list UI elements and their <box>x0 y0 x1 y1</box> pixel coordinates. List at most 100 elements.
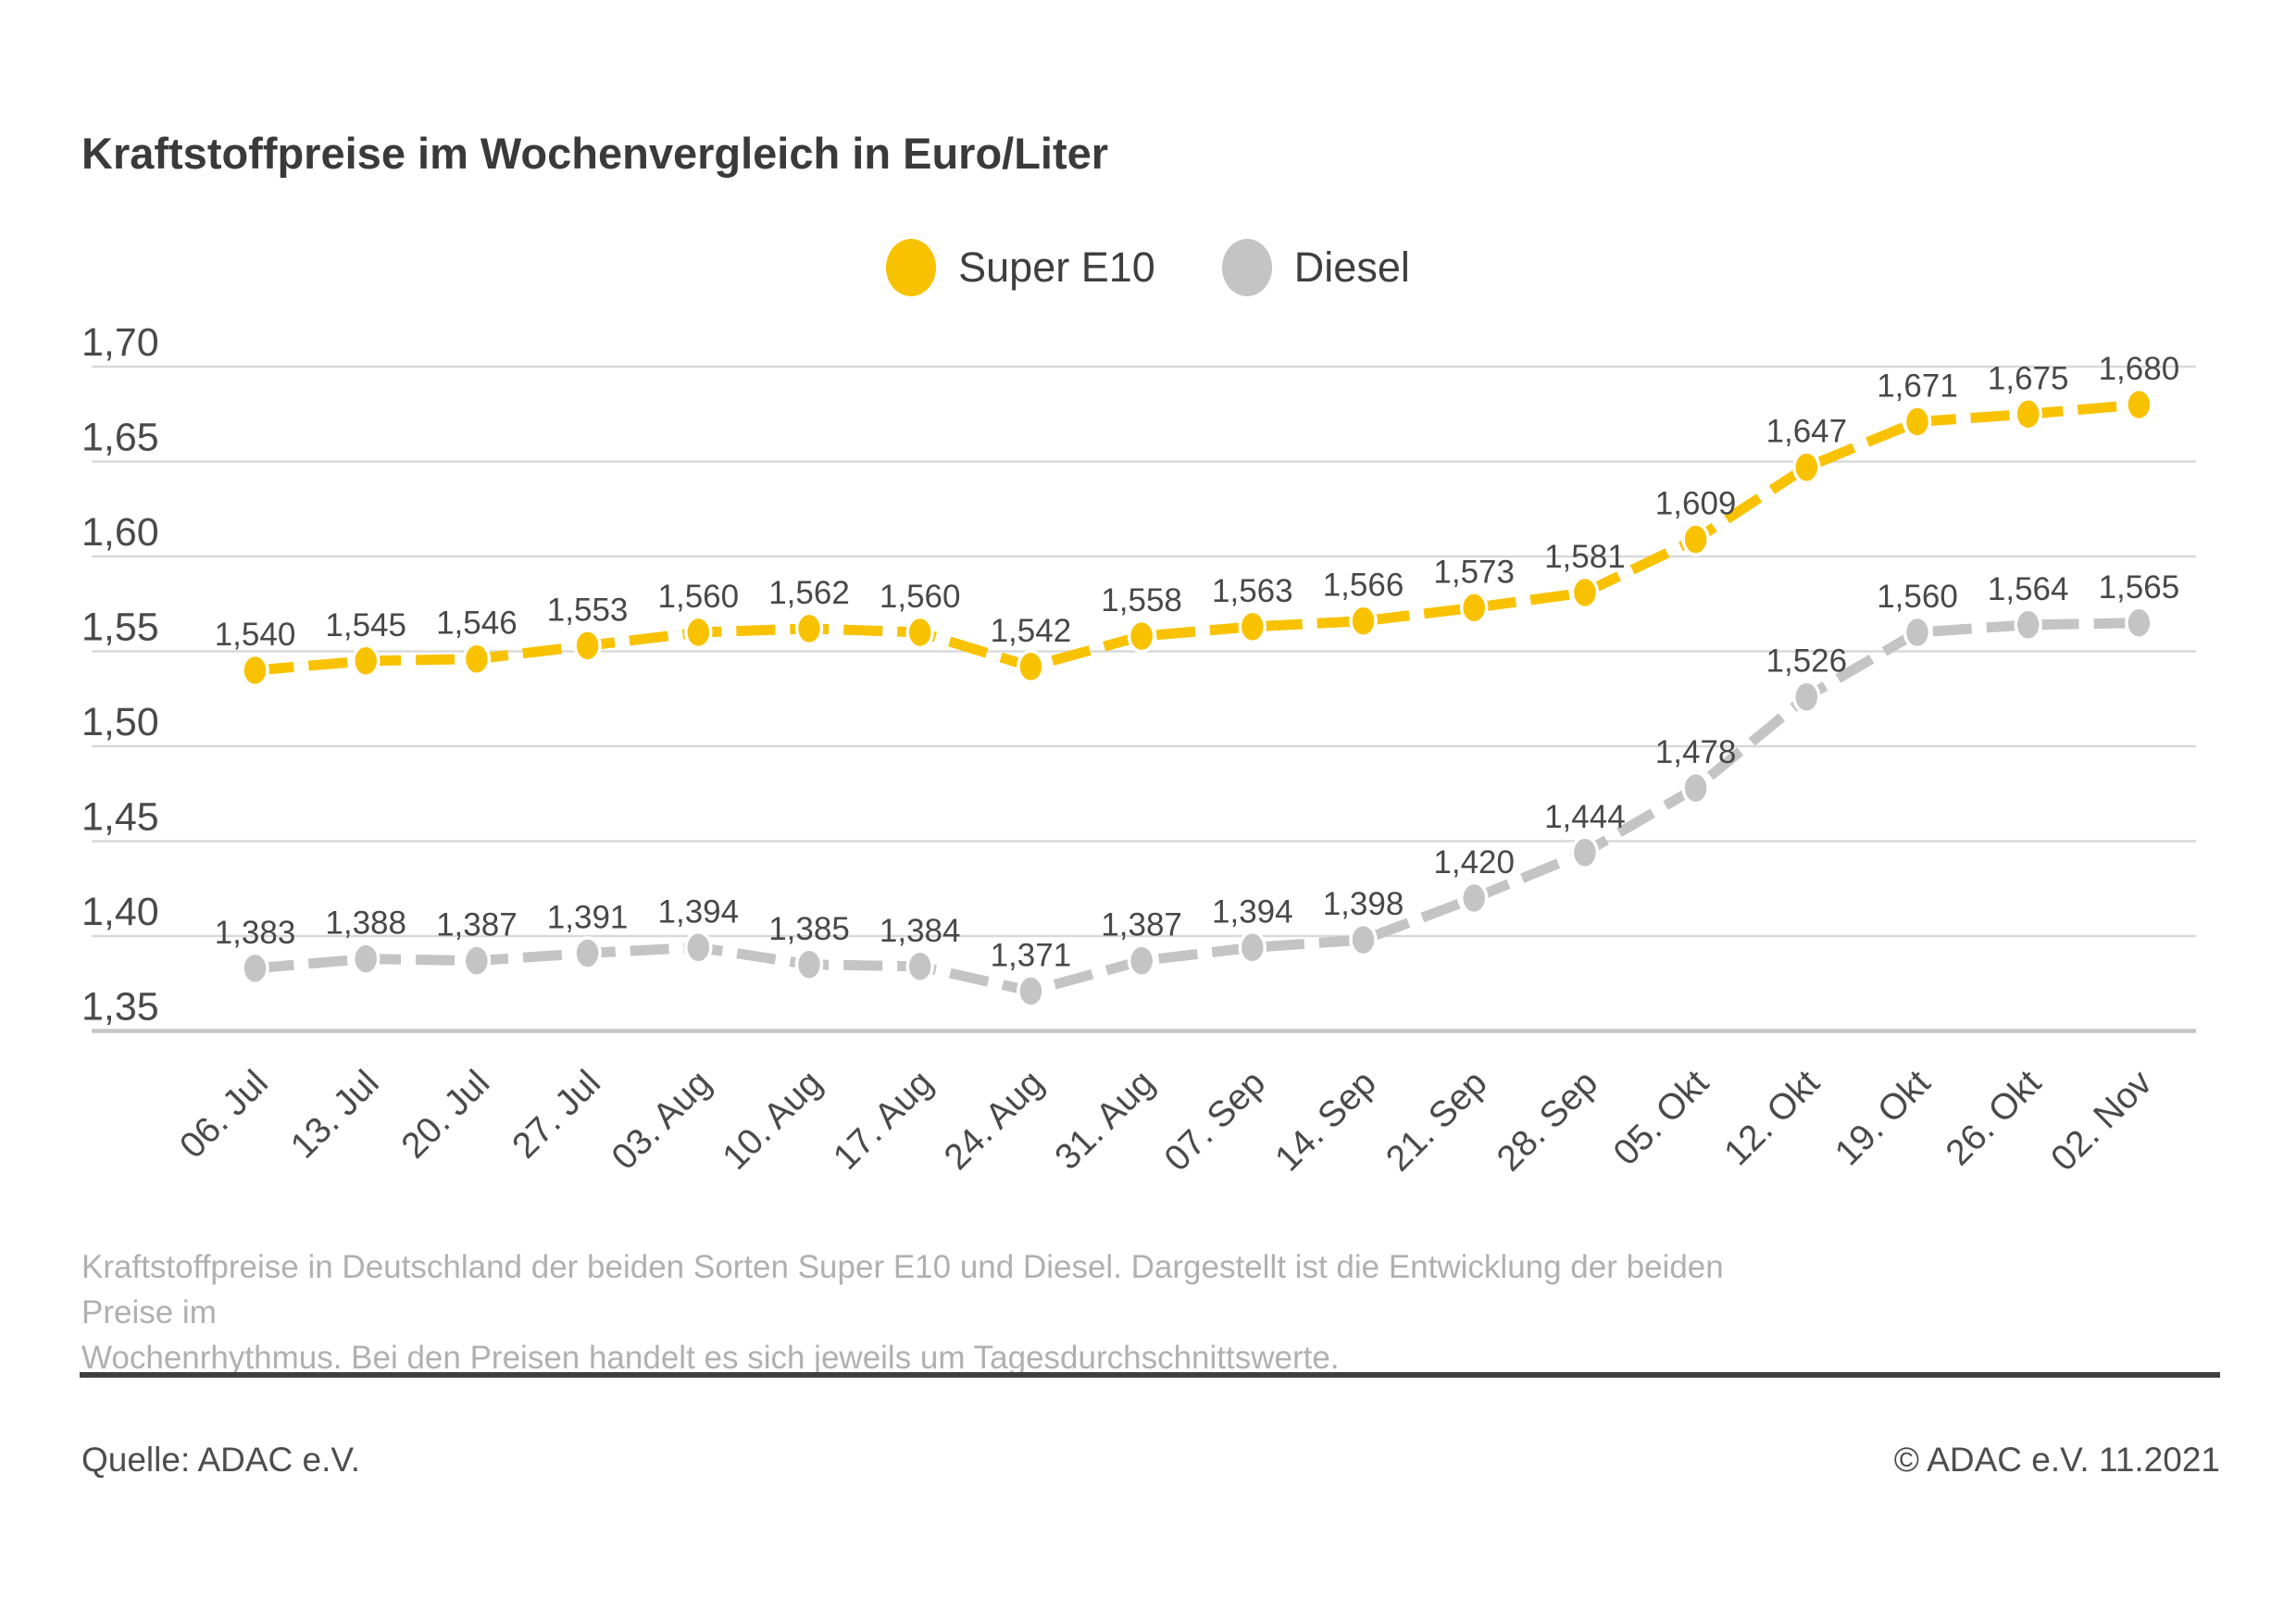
data-point-marker <box>573 936 602 970</box>
y-tick-label: 1,50 <box>81 700 159 744</box>
x-tick-label: 07. Sep <box>1157 1063 1273 1179</box>
y-tick-label: 1,70 <box>81 320 159 365</box>
data-point-marker <box>1459 880 1489 916</box>
data-point-label: 1,564 <box>1988 571 2069 607</box>
data-point-label: 1,540 <box>215 617 296 653</box>
page-title: Kraftstoffpreise im Wochenvergleich in E… <box>81 129 1109 178</box>
y-tick-label: 1,40 <box>81 890 159 934</box>
data-point-label: 1,388 <box>325 905 406 942</box>
x-tick-label: 02. Nov <box>2043 1063 2160 1180</box>
data-point-label: 1,371 <box>991 937 1072 973</box>
data-point-label: 1,526 <box>1766 643 1848 680</box>
data-point-marker <box>1681 522 1710 556</box>
data-point-marker <box>1349 604 1378 638</box>
data-point-marker <box>684 615 713 650</box>
data-point-marker <box>794 947 824 981</box>
data-point-label: 1,581 <box>1544 539 1626 575</box>
x-tick-label: 12. Okt <box>1716 1063 1827 1173</box>
y-tick-label: 1,65 <box>81 416 159 460</box>
data-point-marker <box>462 943 492 978</box>
data-point-marker <box>1127 618 1156 654</box>
data-point-marker <box>905 949 934 984</box>
data-point-marker <box>1570 835 1600 870</box>
x-tick-label: 19. Okt <box>1828 1063 1938 1173</box>
data-point-label: 1,545 <box>325 607 406 643</box>
legend-item-diesel: Diesel <box>1221 239 1410 296</box>
data-point-label: 1,560 <box>658 579 740 615</box>
x-tick-label: 14. Sep <box>1267 1063 1383 1179</box>
y-tick-label: 1,45 <box>81 795 159 840</box>
x-tick-label: 17. Aug <box>826 1063 941 1178</box>
data-point-label: 1,387 <box>1101 907 1182 943</box>
data-point-label: 1,680 <box>2099 351 2180 387</box>
data-point-marker <box>1349 922 1378 957</box>
data-point-label: 1,565 <box>2099 569 2180 606</box>
legend-label: Diesel <box>1293 244 1410 291</box>
data-point-label: 1,387 <box>436 907 518 943</box>
data-point-marker <box>573 629 602 663</box>
data-point-label: 1,609 <box>1655 486 1737 522</box>
x-tick-label: 20. Jul <box>394 1063 498 1167</box>
data-point-label: 1,478 <box>1655 734 1737 770</box>
data-point-marker <box>2125 606 2153 640</box>
data-point-label: 1,546 <box>436 606 518 642</box>
data-point-label: 1,553 <box>547 592 629 628</box>
data-point-marker <box>1903 405 1932 439</box>
data-point-label: 1,647 <box>1766 414 1848 450</box>
data-point-marker <box>1017 649 1045 684</box>
x-tick-label: 10. Aug <box>715 1063 830 1178</box>
x-tick-label: 21. Sep <box>1379 1063 1494 1179</box>
legend-item-super-e10: Super E10 <box>886 239 1155 296</box>
data-point-label: 1,420 <box>1433 844 1515 880</box>
data-point-label: 1,391 <box>547 899 629 935</box>
data-point-label: 1,560 <box>1877 579 1958 615</box>
footer: Quelle: ADAC e.V. © ADAC e.V. 11.2021 <box>81 1441 2220 1480</box>
y-tick-label: 1,35 <box>81 985 159 1030</box>
data-point-marker <box>1792 680 1821 714</box>
data-point-marker <box>351 643 381 678</box>
y-tick-label: 1,55 <box>81 606 159 650</box>
data-point-label: 1,444 <box>1544 799 1626 835</box>
x-tick-label: 05. Okt <box>1606 1063 1716 1173</box>
data-point-marker <box>2014 607 2042 643</box>
x-tick-label: 27. Jul <box>505 1063 608 1167</box>
data-point-label: 1,573 <box>1433 554 1515 590</box>
x-tick-label: 28. Sep <box>1490 1063 1605 1179</box>
caption-line-2: Wochenrhythmus. Bei den Preisen handelt … <box>81 1340 1340 1376</box>
data-point-label: 1,671 <box>1877 368 1958 404</box>
data-point-label: 1,563 <box>1212 573 1293 609</box>
data-point-marker <box>1127 943 1156 978</box>
chart-legend: Super E10 Diesel <box>0 239 2296 296</box>
data-point-marker <box>2125 387 2153 422</box>
data-point-label: 1,384 <box>880 913 961 949</box>
footer-divider <box>80 1372 2220 1378</box>
x-tick-label: 26. Okt <box>1939 1063 2049 1173</box>
data-point-marker <box>241 951 269 986</box>
data-point-label: 1,542 <box>991 613 1072 649</box>
legend-dot-icon <box>886 239 937 296</box>
data-point-label: 1,558 <box>1101 582 1182 618</box>
data-point-marker <box>1238 930 1267 965</box>
data-point-marker <box>1459 591 1489 625</box>
data-point-marker <box>794 611 824 646</box>
data-point-label: 1,566 <box>1323 568 1404 604</box>
data-point-marker <box>462 642 492 676</box>
x-tick-label: 03. Aug <box>605 1063 719 1178</box>
legend-dot-icon <box>1221 239 1272 296</box>
x-tick-label: 31. Aug <box>1048 1063 1163 1178</box>
data-point-label: 1,398 <box>1323 886 1404 922</box>
x-tick-label: 06. Jul <box>172 1063 276 1167</box>
data-point-marker <box>1792 450 1821 484</box>
data-point-marker <box>905 615 934 650</box>
series-line-diesel <box>255 618 2140 996</box>
data-point-marker <box>2014 397 2042 431</box>
data-point-label: 1,675 <box>1988 360 2069 396</box>
chart-caption: Kraftstoffpreise in Deutschland der beid… <box>81 1244 1785 1380</box>
data-point-marker <box>351 942 381 976</box>
y-tick-label: 1,60 <box>81 510 159 555</box>
x-tick-label: 24. Aug <box>937 1063 1052 1178</box>
data-point-marker <box>1017 974 1045 1008</box>
data-point-label: 1,385 <box>768 911 850 947</box>
